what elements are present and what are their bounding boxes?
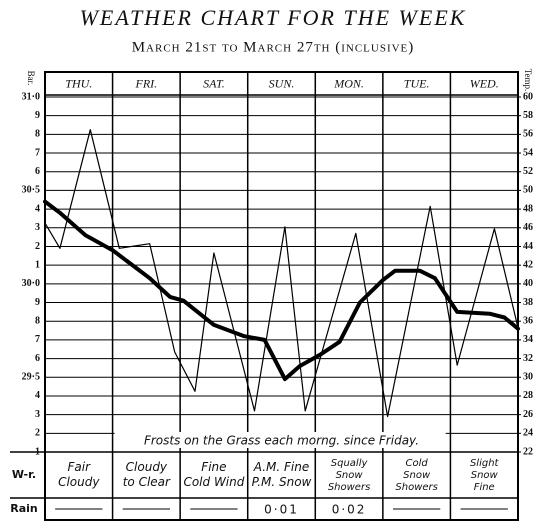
x-tick-label: TUE. bbox=[404, 76, 430, 90]
weather-text: Fine bbox=[474, 482, 495, 493]
y-tick-label: 4 bbox=[35, 203, 40, 214]
y-tick-label: 9 bbox=[35, 110, 40, 121]
y2-tick-label: 46 bbox=[523, 222, 533, 233]
y-tick-label: 7 bbox=[35, 147, 40, 158]
weather-text: Cold Wind bbox=[183, 475, 244, 489]
y2-tick-label: 42 bbox=[523, 259, 533, 270]
y-tick-label: 6 bbox=[35, 166, 40, 177]
y-tick-label: 3 bbox=[35, 409, 40, 420]
weather-text: Slight bbox=[470, 458, 500, 469]
y-tick-label: 4 bbox=[35, 390, 40, 401]
chart-title: WEATHER CHART FOR THE WEEK bbox=[80, 5, 467, 30]
y2-tick-label: 40 bbox=[523, 278, 533, 289]
weather-text: Fair bbox=[68, 460, 92, 474]
rain-value: 0·02 bbox=[332, 503, 367, 517]
y-tick-label: 2 bbox=[35, 241, 40, 252]
y2-tick-label: 52 bbox=[523, 166, 533, 177]
annotation: Frosts on the Grass each morng. since Fr… bbox=[144, 434, 419, 448]
weather-label: W-r. bbox=[12, 468, 36, 481]
y2-tick-label: 54 bbox=[523, 147, 533, 158]
y-tick-label: 31·0 bbox=[22, 91, 40, 102]
y-tick-label: 8 bbox=[35, 129, 40, 140]
y-tick-label: 2 bbox=[35, 428, 40, 439]
y2-tick-label: 48 bbox=[523, 203, 533, 214]
y2-tick-label: 60 bbox=[523, 91, 533, 102]
annotation-bg bbox=[114, 432, 446, 448]
weather-text: Cold bbox=[406, 458, 429, 469]
y2-tick-label: 32 bbox=[523, 353, 533, 364]
frame bbox=[44, 71, 519, 521]
weather-text: Cloudy bbox=[126, 460, 168, 474]
y-tick-label: 1 bbox=[35, 259, 40, 270]
y-tick-label: 29·5 bbox=[22, 372, 40, 383]
y-tick-label: 1 bbox=[35, 446, 40, 457]
x-tick-label: FRI. bbox=[135, 76, 158, 90]
y2-tick-label: 30 bbox=[523, 372, 533, 383]
y-tick-label: 7 bbox=[35, 334, 40, 345]
weather-text: Snow bbox=[471, 470, 499, 481]
weather-text: Squally bbox=[331, 458, 369, 469]
temperature-line bbox=[44, 129, 519, 418]
weather-text: Snow bbox=[403, 470, 431, 481]
y2-tick-label: 26 bbox=[523, 409, 533, 420]
y2-tick-label: 22 bbox=[523, 446, 533, 457]
weather-text: Showers bbox=[328, 482, 370, 493]
y2-tick-label: 24 bbox=[523, 428, 533, 439]
y-tick-label: 9 bbox=[35, 297, 40, 308]
y2-tick-label: 44 bbox=[523, 241, 533, 252]
y-tick-label: 30·5 bbox=[22, 185, 40, 196]
y-axis-title: Bar. bbox=[26, 71, 36, 86]
y2-axis-title: Temp. bbox=[523, 69, 533, 92]
rain-label: Rain bbox=[10, 502, 38, 515]
weather-text: Cloudy bbox=[58, 475, 100, 489]
y2-tick-label: 28 bbox=[523, 390, 533, 401]
y2-tick-label: 36 bbox=[523, 316, 533, 327]
y2-tick-label: 38 bbox=[523, 297, 533, 308]
weather-text: A.M. Fine bbox=[253, 460, 309, 474]
y-tick-label: 6 bbox=[35, 353, 40, 364]
x-tick-label: THU. bbox=[65, 76, 92, 90]
weather-text: Showers bbox=[395, 482, 437, 493]
x-tick-label: MON. bbox=[333, 76, 364, 90]
x-tick-label: SAT. bbox=[203, 76, 225, 90]
y-tick-label: 30·0 bbox=[22, 278, 40, 289]
y2-tick-label: 50 bbox=[523, 185, 533, 196]
weather-text: Snow bbox=[336, 470, 364, 481]
y2-tick-label: 34 bbox=[523, 334, 533, 345]
x-tick-label: WED. bbox=[470, 76, 499, 90]
weather-text: to Clear bbox=[123, 475, 171, 489]
rain-value: 0·01 bbox=[264, 503, 299, 517]
y2-tick-label: 58 bbox=[523, 110, 533, 121]
weather-text: P.M. Snow bbox=[252, 475, 312, 489]
y-tick-label: 3 bbox=[35, 222, 40, 233]
y-tick-label: 8 bbox=[35, 316, 40, 327]
chart-subtitle: March 21st to March 27th (inclusive) bbox=[132, 39, 415, 55]
y2-tick-label: 56 bbox=[523, 129, 533, 140]
x-tick-label: SUN. bbox=[269, 76, 295, 90]
weather-text: Fine bbox=[201, 460, 226, 474]
